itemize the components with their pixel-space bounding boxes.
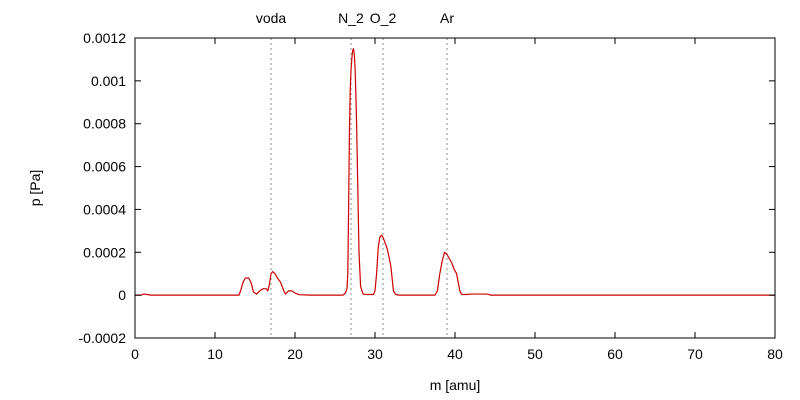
plot-frame [134,37,776,339]
marker-labels: voda N_2 O_2 Ar [256,10,455,26]
x-tick-label: 60 [607,346,623,362]
y-tick-label: 0.001 [91,73,126,89]
y-tick-label: 0.0012 [83,30,126,46]
series-group [135,48,775,296]
x-tick-label: 40 [447,346,463,362]
marker-label: N_2 [338,10,364,26]
x-tick-label: 70 [687,346,703,362]
y-tick-label: 0.0004 [83,201,126,217]
y-tick-label: 0.0008 [83,116,126,132]
x-axis-ticks: 0 10 20 30 40 50 60 70 80 [131,38,783,362]
x-tick-label: 50 [527,346,543,362]
y-tick-label: -0.0002 [79,330,127,346]
y-tick-label: 0.0002 [83,244,126,260]
series-line [135,48,775,296]
marker-label: Ar [440,10,454,26]
y-tick-label: 0.0006 [83,159,126,175]
marker-label: voda [256,10,287,26]
y-axis-label: p [Pa] [27,170,43,207]
x-axis-label: m [amu] [430,377,481,393]
x-tick-label: 80 [767,346,783,362]
y-axis-ticks: -0.0002 0 0.0002 0.0004 0.0006 0.0008 0.001 0.0… [79,30,775,346]
x-tick-label: 10 [207,346,223,362]
marker-label: O_2 [370,10,397,26]
x-tick-label: 20 [287,346,303,362]
marker-lines [270,38,448,338]
y-tick-label: 0 [118,287,126,303]
x-tick-label: 0 [131,346,139,362]
x-tick-label: 30 [367,346,383,362]
